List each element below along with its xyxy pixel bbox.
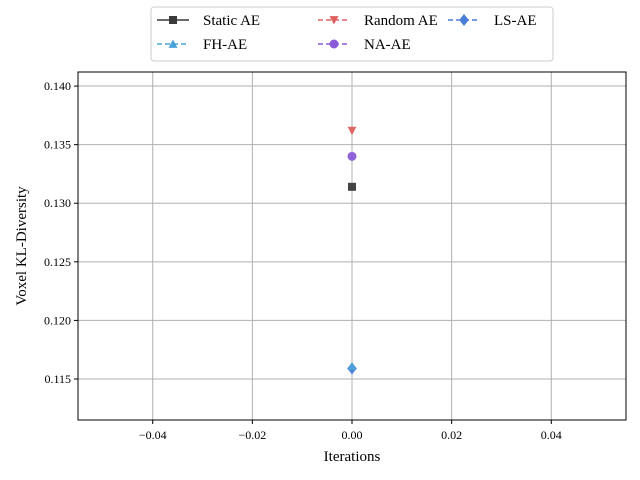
x-tick-label: 0.04	[541, 428, 562, 442]
legend-marker	[169, 16, 177, 24]
legend-marker	[329, 39, 339, 49]
legend-label: NA-AE	[364, 37, 411, 53]
data-point	[347, 361, 357, 370]
x-tick-label: −0.02	[238, 428, 266, 442]
y-tick-label: 0.130	[44, 196, 71, 210]
plot-frame	[77, 71, 627, 421]
data-point	[347, 151, 357, 161]
y-tick-label: 0.120	[44, 313, 71, 327]
legend: Static AE Random AE LS-AE FH-AE NA-AE	[150, 6, 554, 62]
legend-marker	[459, 14, 469, 26]
data-marks	[347, 126, 357, 375]
legend-label: Static AE	[203, 13, 260, 29]
legend-entry: FH-AE	[157, 37, 247, 53]
data-point	[347, 126, 357, 136]
y-axis-title: Voxel KL-Diversity	[14, 186, 30, 306]
data-point	[348, 182, 356, 191]
legend-entry: LS-AE	[448, 13, 537, 29]
legend-entry: Static AE	[157, 13, 260, 29]
legend-entry: NA-AE	[318, 37, 411, 53]
x-tick-label: 0.02	[441, 428, 462, 442]
y-tick-label: 0.125	[44, 255, 71, 269]
legend-entry: Random AE	[318, 13, 438, 29]
ticks: −0.04 −0.02 0.00 0.02 0.04 0.115 0.120 0.125 0.1…	[44, 79, 562, 442]
legend-marker	[329, 16, 339, 25]
y-tick-label: 0.140	[44, 79, 71, 93]
legend-label: LS-AE	[494, 13, 537, 29]
legend-label: FH-AE	[203, 37, 247, 53]
legend-label: Random AE	[364, 13, 438, 29]
y-tick-label: 0.115	[44, 372, 71, 386]
y-tick-label: 0.135	[44, 138, 71, 152]
legend-marker	[168, 39, 178, 48]
x-tick-label: −0.04	[139, 428, 167, 442]
x-tick-label: 0.00	[342, 428, 363, 442]
x-axis-title: Iterations	[324, 449, 381, 465]
